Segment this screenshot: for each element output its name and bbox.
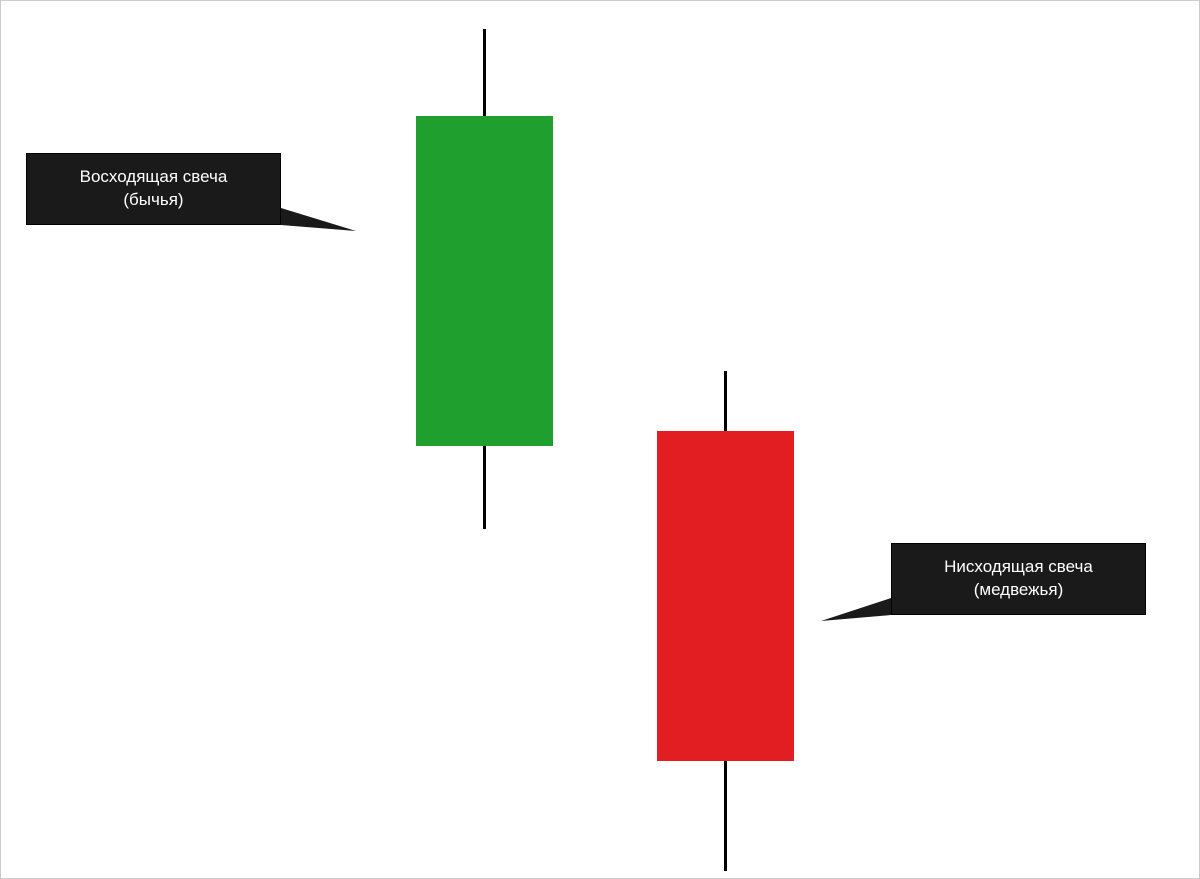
bullish-callout-line2: (бычья) — [123, 189, 183, 212]
bearish-callout-pointer-icon — [1, 1, 1200, 879]
bullish-candle-body — [416, 116, 553, 446]
bearish-callout-line1: Нисходящая свеча — [944, 556, 1093, 579]
bearish-callout-line2: (медвежья) — [974, 579, 1064, 602]
bullish-callout-pointer-icon — [1, 1, 1200, 879]
bullish-callout: Восходящая свеча (бычья) — [26, 153, 281, 225]
bearish-candle-body — [657, 431, 794, 761]
diagram-canvas: Восходящая свеча (бычья) Нисходящая свеч… — [0, 0, 1200, 879]
bullish-callout-line1: Восходящая свеча — [80, 166, 228, 189]
bearish-callout: Нисходящая свеча (медвежья) — [891, 543, 1146, 615]
